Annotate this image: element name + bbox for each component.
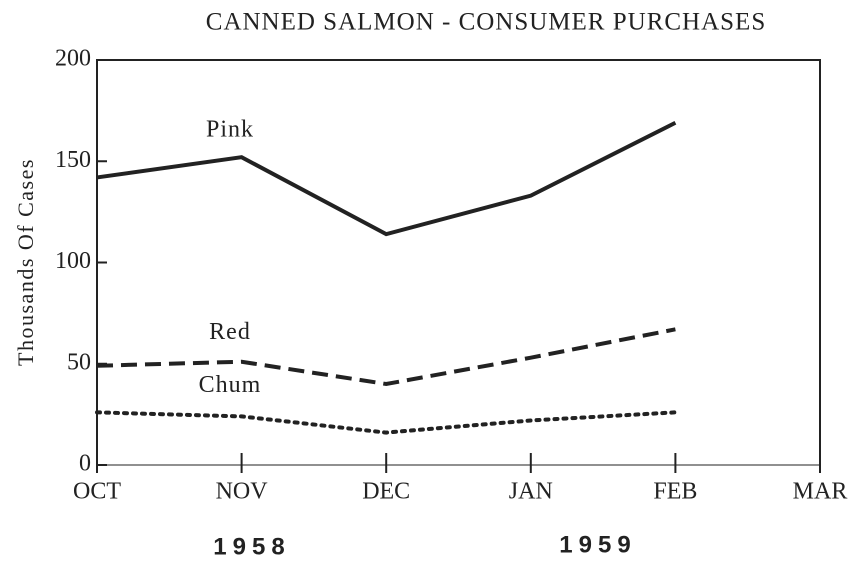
y-tick-label: 150 (55, 147, 91, 173)
y-tick-label: 200 (55, 46, 91, 72)
x-tick-label: NOV (216, 479, 269, 505)
y-axis-label: Thousands Of Cases (13, 158, 38, 366)
x-tick-label: FEB (653, 479, 697, 505)
x-tick-label: DEC (362, 479, 410, 505)
year-label: 1958 (213, 533, 290, 560)
series-label: Chum (199, 372, 262, 398)
series-label: Red (209, 319, 251, 345)
chart-title: CANNED SALMON - CONSUMER PURCHASES (206, 9, 766, 36)
x-tick-label: OCT (73, 479, 121, 505)
y-tick-label: 100 (55, 248, 91, 274)
y-tick-label: 50 (67, 349, 91, 375)
year-label: 1959 (559, 531, 636, 558)
series-line (95, 410, 678, 435)
series-label: Pink (206, 117, 254, 143)
y-tick-label: 0 (79, 451, 91, 477)
series-line (96, 120, 677, 237)
x-tick-label: MAR (793, 479, 848, 505)
series-line (96, 327, 676, 387)
x-tick-label: JAN (509, 479, 553, 505)
